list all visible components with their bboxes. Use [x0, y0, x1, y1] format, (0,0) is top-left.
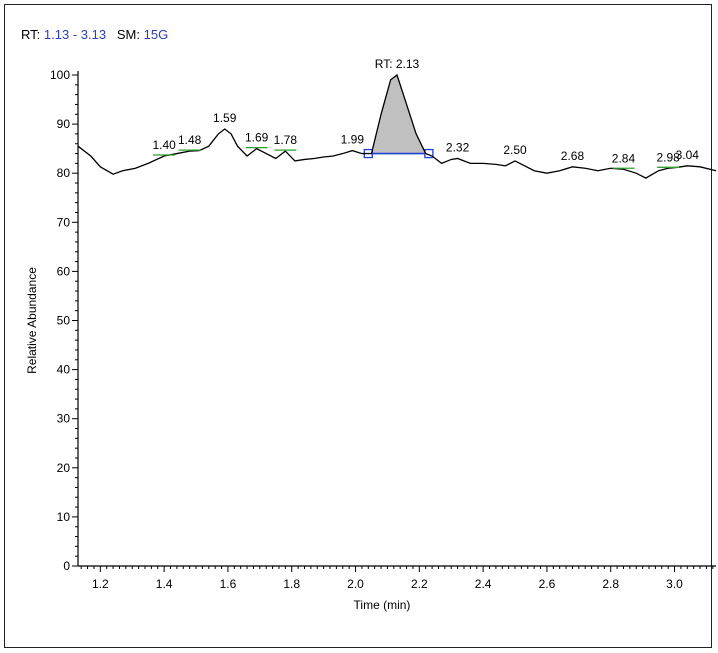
peak-label: 1.59	[213, 111, 237, 125]
peak-label: 1.69	[245, 131, 269, 145]
y-tick-label: 100	[50, 68, 70, 82]
rt-range-value: 1.13 - 3.13	[43, 27, 107, 42]
x-tick-label: 1.8	[283, 577, 300, 591]
y-tick-label: 10	[57, 510, 71, 524]
y-tick-label: 90	[57, 117, 71, 131]
peak-label: 1.99	[341, 133, 365, 147]
x-tick-label: 2.0	[347, 577, 364, 591]
chromatogram-trace	[77, 73, 717, 179]
peak-label: 2.98	[656, 150, 680, 164]
y-tick-label: 40	[57, 363, 71, 377]
x-axis-title: Time (min)	[354, 598, 411, 612]
x-tick-label: 1.4	[156, 577, 173, 591]
sm-value: 15G	[143, 27, 169, 42]
x-tick-label: 2.8	[602, 577, 619, 591]
rt-label: RT:	[21, 27, 41, 42]
integrated-peak-area	[368, 75, 429, 154]
y-tick-label: 70	[57, 215, 71, 229]
y-tick-label: 20	[57, 461, 71, 475]
y-tick-label: 30	[57, 412, 71, 426]
x-tick-label: 1.2	[92, 577, 109, 591]
x-tick-label: 3.0	[666, 577, 683, 591]
peak-label: 2.68	[561, 149, 585, 163]
y-tick-label: 60	[57, 264, 71, 278]
x-tick-label: 2.6	[539, 577, 556, 591]
peak-end-marker	[424, 148, 434, 159]
chromatogram-frame	[4, 4, 712, 648]
y-tick-label: 0	[63, 559, 70, 573]
y-axis-title: Relative Abundance	[25, 267, 39, 374]
peak-label: 2.84	[612, 151, 636, 165]
peak-label: 3.04	[676, 148, 700, 162]
peak-label: RT: 2.13	[375, 57, 420, 71]
chromatogram-header: RT: 1.13 - 3.13 SM: 15G	[21, 27, 168, 42]
x-tick-label: 2.2	[411, 577, 428, 591]
x-tick-label: 2.4	[475, 577, 492, 591]
peak-label: 1.78	[274, 133, 298, 147]
y-tick-label: 80	[57, 166, 71, 180]
peak-label: 1.48	[178, 133, 202, 147]
sm-label: SM:	[116, 27, 141, 42]
peak-label: 1.40	[152, 138, 176, 152]
y-tick-label: 50	[57, 314, 71, 328]
peak-label: 2.50	[503, 143, 527, 157]
x-tick-label: 1.6	[220, 577, 237, 591]
peak-label: 2.32	[446, 140, 470, 154]
